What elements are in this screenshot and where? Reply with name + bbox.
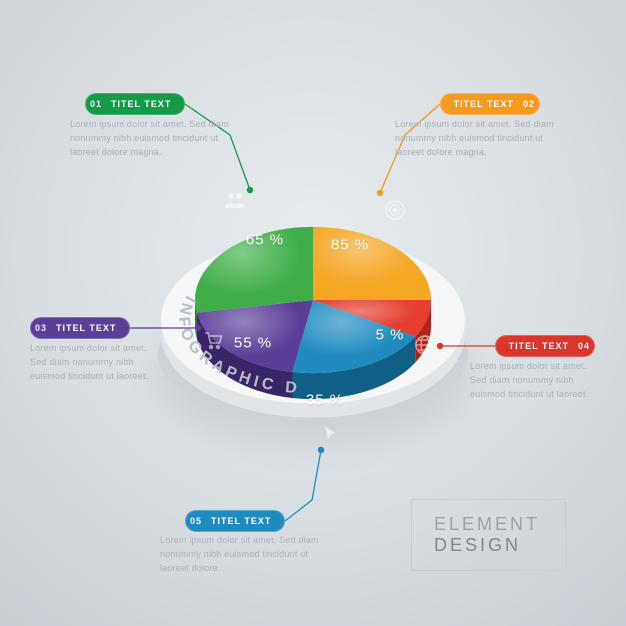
body-copy: Lorem ipsum dolor sit amet. Sed diam non…	[160, 534, 330, 576]
pct-label: 35 %	[306, 392, 344, 409]
callout-label: TITEL TEXT	[52, 323, 128, 333]
leader-line	[285, 450, 321, 521]
callout-pill: 02TITEL TEXT	[440, 93, 540, 115]
globe-icon	[413, 333, 437, 357]
footer-line2: DESIGN	[434, 535, 565, 556]
body-copy: Lorem ipsum dolor sit amet. Sed diam non…	[30, 342, 160, 384]
people-icon	[223, 188, 247, 212]
callout-number: 05	[185, 516, 207, 526]
pct-label: 5 %	[376, 327, 405, 344]
callout-label: TITEL TEXT	[442, 99, 518, 109]
callout-number: 04	[573, 341, 595, 351]
footer-line1: ELEMENT	[434, 514, 565, 535]
callout-pill: 04TITEL TEXT	[495, 335, 595, 357]
callout-label: TITEL TEXT	[497, 341, 573, 351]
pct-label: 85 %	[331, 237, 369, 254]
callout-number: 03	[30, 323, 52, 333]
pct-label: 55 %	[234, 335, 272, 352]
pct-label: 65 %	[246, 232, 284, 249]
callout-pill: 05TITEL TEXT	[185, 510, 285, 532]
callout-number: 01	[85, 99, 107, 109]
footer-box: ELEMENT DESIGN	[411, 499, 566, 571]
body-copy: Lorem ipsum dolor sit amet. Sed diam non…	[395, 118, 565, 160]
callout-label: TITEL TEXT	[107, 99, 183, 109]
callout-number: 02	[518, 99, 540, 109]
cart-icon	[201, 328, 225, 352]
body-copy: Lorem ipsum dolor sit amet. Sed diam non…	[470, 360, 600, 402]
stage: INFOGRAPHIC DATA 2016 ELEMENT DESIGN 85 …	[0, 0, 626, 626]
callout-label: TITEL TEXT	[207, 516, 283, 526]
callout-pill: 03TITEL TEXT	[30, 317, 130, 339]
callout-pill: 01TITEL TEXT	[85, 93, 185, 115]
pointer-icon	[318, 423, 342, 447]
target-icon	[383, 198, 407, 222]
body-copy: Lorem ipsum dolor sit amet. Sed diam non…	[70, 118, 240, 160]
